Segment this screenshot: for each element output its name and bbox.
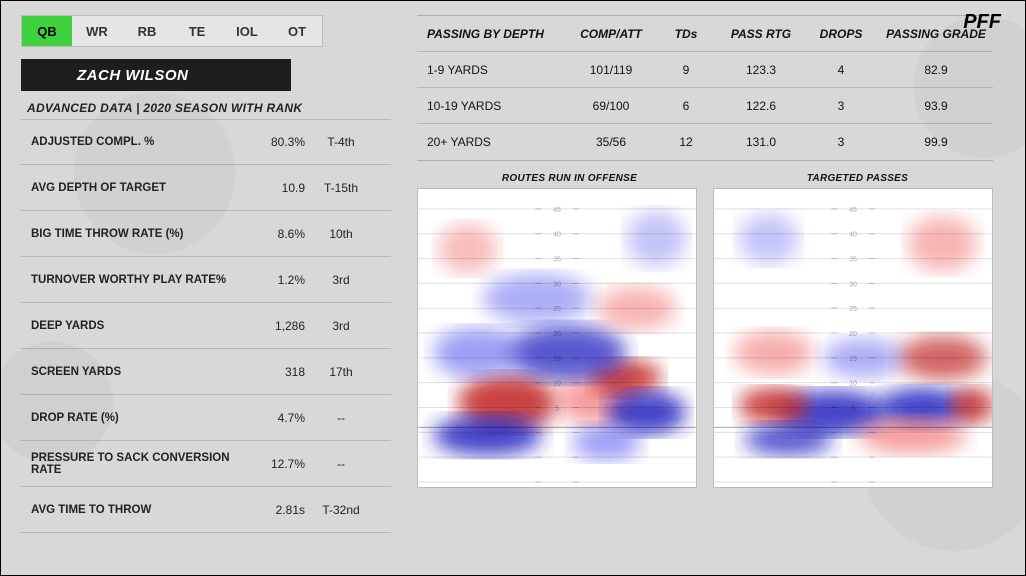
stat-rank: -- <box>311 411 371 425</box>
stat-row: DEEP YARDS 1,286 3rd <box>21 303 391 349</box>
depth-rtg: 122.6 <box>721 99 801 113</box>
depth-header: DROPS <box>801 27 881 41</box>
stat-label: AVG DEPTH OF TARGET <box>21 182 256 194</box>
svg-text:15: 15 <box>553 356 561 363</box>
depth-row: 10-19 YARDS 69/100 6 122.6 3 93.9 <box>417 88 993 124</box>
depth-tds: 12 <box>651 135 721 149</box>
stat-value: 318 <box>256 365 311 379</box>
depth-grade: 82.9 <box>881 63 991 77</box>
position-tab-te[interactable]: TE <box>172 16 222 46</box>
stat-row: TURNOVER WORTHY PLAY RATE% 1.2% 3rd <box>21 257 391 303</box>
svg-text:5: 5 <box>851 405 855 412</box>
depth-tds: 9 <box>651 63 721 77</box>
stat-label: ADJUSTED COMPL. % <box>21 136 256 148</box>
depth-compatt: 101/119 <box>571 63 651 77</box>
svg-text:20: 20 <box>849 331 857 338</box>
position-tab-iol[interactable]: IOL <box>222 16 272 46</box>
depth-row: 1-9 YARDS 101/119 9 123.3 4 82.9 <box>417 52 993 88</box>
depth-header: TDs <box>651 27 721 41</box>
stat-value: 2.81s <box>256 503 311 517</box>
svg-text:45: 45 <box>849 207 857 214</box>
player-name: ZACH WILSON <box>77 67 188 84</box>
depth-rtg: 131.0 <box>721 135 801 149</box>
stat-label: PRESSURE TO SACK CONVERSION RATE <box>21 452 256 476</box>
depth-compatt: 69/100 <box>571 99 651 113</box>
stat-value: 10.9 <box>256 181 311 195</box>
depth-range: 1-9 YARDS <box>417 63 571 77</box>
stat-rank: T-4th <box>311 135 371 149</box>
depth-compatt: 35/56 <box>571 135 651 149</box>
depth-header: PASSING BY DEPTH <box>417 27 571 41</box>
depth-rtg: 123.3 <box>721 63 801 77</box>
stat-value: 80.3% <box>256 135 311 149</box>
player-name-banner: ZACH WILSON <box>21 59 291 91</box>
svg-text:10: 10 <box>553 381 561 388</box>
svg-text:5: 5 <box>555 405 559 412</box>
stat-rank: T-15th <box>311 181 371 195</box>
stat-label: AVG TIME TO THROW <box>21 504 256 516</box>
stat-value: 4.7% <box>256 411 311 425</box>
stat-rank: T-32nd <box>311 503 371 517</box>
stat-value: 1.2% <box>256 273 311 287</box>
depth-drops: 3 <box>801 135 881 149</box>
stat-label: SCREEN YARDS <box>21 366 256 378</box>
stat-row: BIG TIME THROW RATE (%) 8.6% 10th <box>21 211 391 257</box>
heatmap-routes: 45 40 35 30 25 20 15 10 5 <box>417 188 697 488</box>
svg-text:20: 20 <box>553 331 561 338</box>
position-tab-rb[interactable]: RB <box>122 16 172 46</box>
svg-text:45: 45 <box>553 207 561 214</box>
svg-text:30: 30 <box>849 281 857 288</box>
heatmap-title-routes: ROUTES RUN IN OFFENSE <box>502 173 637 184</box>
stat-rank: -- <box>311 457 371 471</box>
stat-row: DROP RATE (%) 4.7% -- <box>21 395 391 441</box>
heatmap-title-targets: TARGETED PASSES <box>807 173 908 184</box>
stat-row: AVG TIME TO THROW 2.81s T-32nd <box>21 487 391 533</box>
depth-drops: 3 <box>801 99 881 113</box>
svg-text:35: 35 <box>849 257 857 264</box>
svg-text:30: 30 <box>553 281 561 288</box>
depth-header: PASS RTG <box>721 27 801 41</box>
stat-label: DROP RATE (%) <box>21 412 256 424</box>
stat-rank: 10th <box>311 227 371 241</box>
depth-tds: 6 <box>651 99 721 113</box>
stat-value: 1,286 <box>256 319 311 333</box>
position-tabs: QBWRRBTEIOLOT <box>21 15 323 47</box>
svg-text:40: 40 <box>553 232 561 239</box>
depth-grade: 99.9 <box>881 135 991 149</box>
passing-by-depth-table: PASSING BY DEPTH COMP/ATT TDs PASS RTG D… <box>417 15 993 161</box>
stat-value: 12.7% <box>256 457 311 471</box>
stat-label: TURNOVER WORTHY PLAY RATE% <box>21 274 256 286</box>
stat-value: 8.6% <box>256 227 311 241</box>
stat-rank: 3rd <box>311 273 371 287</box>
position-tab-qb[interactable]: QB <box>22 16 72 46</box>
svg-text:10: 10 <box>849 381 857 388</box>
svg-text:15: 15 <box>849 356 857 363</box>
stat-rank: 3rd <box>311 319 371 333</box>
section-title: ADVANCED DATA | 2020 SEASON WITH RANK <box>27 101 302 115</box>
depth-grade: 93.9 <box>881 99 991 113</box>
stat-row: AVG DEPTH OF TARGET 10.9 T-15th <box>21 165 391 211</box>
depth-range: 20+ YARDS <box>417 135 571 149</box>
stat-rank: 17th <box>311 365 371 379</box>
stat-label: BIG TIME THROW RATE (%) <box>21 228 256 240</box>
position-tab-ot[interactable]: OT <box>272 16 322 46</box>
stat-label: DEEP YARDS <box>21 320 256 332</box>
heatmap-targets: 45 40 35 30 25 20 15 10 5 <box>713 188 993 488</box>
depth-range: 10-19 YARDS <box>417 99 571 113</box>
stat-row: SCREEN YARDS 318 17th <box>21 349 391 395</box>
svg-text:35: 35 <box>553 257 561 264</box>
depth-header: COMP/ATT <box>571 27 651 41</box>
advanced-stats-table: ADJUSTED COMPL. % 80.3% T-4th AVG DEPTH … <box>21 119 391 533</box>
svg-text:25: 25 <box>553 306 561 313</box>
position-tab-wr[interactable]: WR <box>72 16 122 46</box>
stat-row: PRESSURE TO SACK CONVERSION RATE 12.7% -… <box>21 441 391 487</box>
depth-row: 20+ YARDS 35/56 12 131.0 3 99.9 <box>417 124 993 160</box>
stat-row: ADJUSTED COMPL. % 80.3% T-4th <box>21 119 391 165</box>
svg-text:40: 40 <box>849 232 857 239</box>
depth-drops: 4 <box>801 63 881 77</box>
depth-header: PASSING GRADE <box>881 27 991 41</box>
svg-text:25: 25 <box>849 306 857 313</box>
